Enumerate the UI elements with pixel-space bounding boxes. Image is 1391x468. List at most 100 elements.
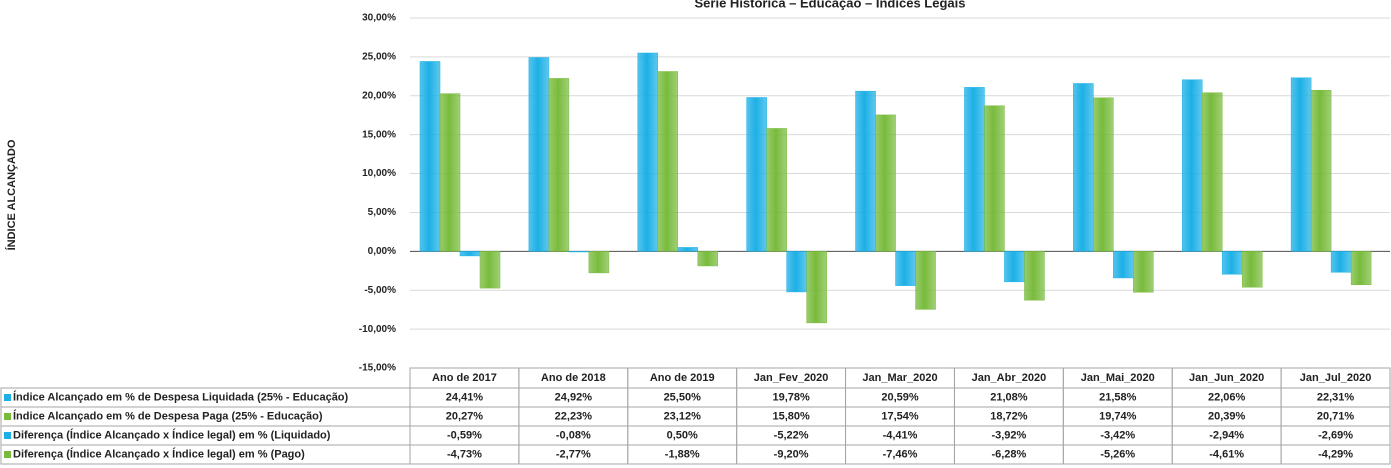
bar: [1241, 251, 1263, 288]
bar: [1350, 251, 1372, 285]
bar: [439, 93, 461, 252]
y-tick-label: 5,00%: [368, 207, 396, 218]
table-value: -5,22%: [774, 429, 809, 441]
x-tick-label: Jan_Abr_2020: [972, 372, 1047, 384]
table-value: -3,42%: [1100, 429, 1135, 441]
y-axis-label: ÍNDICE ALCANÇADO: [5, 139, 18, 250]
legend-swatch: [4, 394, 11, 401]
table-value: -9,20%: [774, 448, 809, 460]
bar: [419, 61, 441, 252]
table-value: 20,59%: [881, 391, 919, 403]
bar: [786, 251, 807, 293]
bar: [548, 78, 570, 252]
legend-label: Diferença (Índice Alcançado x Índice leg…: [13, 428, 331, 441]
table-value: 19,78%: [772, 391, 810, 403]
bar: [697, 251, 719, 267]
bar: [1310, 90, 1332, 252]
y-tick-label: 10,00%: [362, 168, 396, 179]
table-value: 15,80%: [772, 410, 810, 422]
bar: [1113, 251, 1134, 279]
table-value: -4,73%: [447, 448, 482, 460]
table-value: -5,26%: [1100, 448, 1135, 460]
x-tick-label: Jan_Mar_2020: [862, 372, 937, 384]
chart-title: Série Histórica – Educação – Índices Leg…: [695, 0, 966, 10]
legend-swatch: [4, 432, 11, 439]
legend-swatch: [4, 413, 11, 420]
legend-label: Diferença (Índice Alcançado x Índice leg…: [13, 447, 305, 460]
table-value: -4,29%: [1318, 448, 1353, 460]
bar: [1201, 92, 1223, 252]
y-tick-label: 25,00%: [362, 52, 396, 63]
bar: [875, 114, 896, 252]
bar: [895, 251, 916, 286]
bar: [657, 71, 679, 252]
table-value: 24,41%: [446, 391, 484, 403]
bar: [1093, 97, 1114, 252]
bar: [964, 87, 985, 252]
table-value: -0,08%: [556, 429, 591, 441]
bar: [568, 251, 590, 253]
y-tick-label: 0,00%: [368, 246, 396, 257]
table-value: 22,23%: [555, 410, 593, 422]
table-value: -0,59%: [447, 429, 482, 441]
table-value: 20,71%: [1317, 410, 1355, 422]
table-value: 19,74%: [1099, 410, 1137, 422]
y-tick-label: -5,00%: [364, 285, 396, 296]
bar: [528, 57, 550, 252]
bar: [915, 251, 936, 310]
bar: [588, 251, 610, 274]
bar: [479, 251, 501, 289]
table-value: 23,12%: [664, 410, 702, 422]
table-value: -4,61%: [1209, 448, 1244, 460]
table-value: 21,58%: [1099, 391, 1137, 403]
bar: [459, 251, 481, 257]
bar: [855, 90, 876, 252]
table-value: 18,72%: [990, 410, 1028, 422]
x-tick-label: Jan_Jun_2020: [1189, 372, 1264, 384]
table-value: 20,39%: [1208, 410, 1246, 422]
bar: [1073, 83, 1094, 252]
bar: [806, 251, 827, 324]
x-tick-label: Jan_Jul_2020: [1300, 372, 1372, 384]
bar: [746, 97, 767, 252]
bar: [637, 52, 659, 252]
table-value: 24,92%: [555, 391, 593, 403]
legend-label: Índice Alcançado em % de Despesa Liquida…: [13, 390, 349, 403]
table-value: 0,50%: [667, 429, 698, 441]
table-value: -7,46%: [883, 448, 918, 460]
legend-label: Índice Alcançado em % de Despesa Paga (2…: [13, 409, 323, 422]
table-value: -2,69%: [1318, 429, 1353, 441]
x-tick-label: Jan_Mai_2020: [1081, 372, 1155, 384]
table-value: -2,94%: [1209, 429, 1244, 441]
bar: [1024, 251, 1045, 301]
bar: [1290, 77, 1312, 252]
y-tick-label: -15,00%: [359, 363, 396, 374]
bar: [677, 247, 699, 252]
x-tick-label: Ano de 2018: [541, 372, 606, 384]
table-value: 20,27%: [446, 410, 484, 422]
table-value: -6,28%: [991, 448, 1026, 460]
x-tick-label: Ano de 2019: [650, 372, 715, 384]
bar: [1221, 251, 1243, 275]
y-tick-label: 20,00%: [362, 90, 396, 101]
bar: [766, 128, 787, 252]
table-value: -3,92%: [991, 429, 1026, 441]
y-tick-label: -10,00%: [359, 324, 396, 335]
bar: [1004, 251, 1025, 283]
bar: [984, 105, 1005, 252]
table-value: 17,54%: [881, 410, 919, 422]
table-value: -4,41%: [883, 429, 918, 441]
legend-swatch: [4, 451, 11, 458]
table-value: -2,77%: [556, 448, 591, 460]
table-value: -1,88%: [665, 448, 700, 460]
bar: [1181, 79, 1203, 252]
y-tick-label: 30,00%: [362, 13, 396, 24]
table-value: 21,08%: [990, 391, 1028, 403]
bar: [1133, 251, 1154, 293]
table-value: 22,31%: [1317, 391, 1355, 403]
table-value: 25,50%: [664, 391, 702, 403]
bar: [1330, 251, 1352, 273]
x-tick-label: Jan_Fev_2020: [754, 372, 829, 384]
y-tick-label: 15,00%: [362, 129, 396, 140]
